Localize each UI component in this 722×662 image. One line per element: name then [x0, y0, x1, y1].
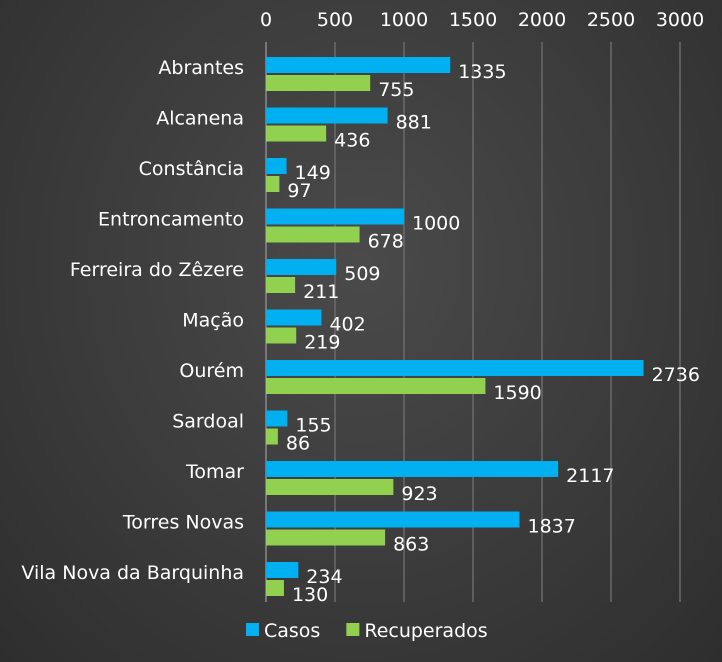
data-label-recuperados: 863 [393, 534, 429, 556]
category-label: Torres Novas [122, 512, 244, 534]
category-label: Abrantes [158, 57, 244, 79]
x-tick-label: 500 [317, 9, 353, 31]
bar-casos [266, 562, 299, 578]
data-label-recuperados: 436 [334, 130, 370, 152]
data-label-casos: 149 [295, 162, 331, 184]
category-labels: Abrantes Alcanena Constância Entroncamento F… [21, 57, 244, 584]
bars [266, 57, 644, 596]
bar-casos [266, 511, 520, 528]
data-label-casos: 1837 [528, 516, 576, 538]
data-label-casos: 2117 [566, 465, 614, 487]
data-label-recuperados: 86 [286, 433, 310, 455]
bar-casos [266, 410, 288, 427]
x-tick-label: 2000 [518, 9, 566, 31]
bar-casos [266, 461, 559, 477]
data-label-recuperados: 219 [304, 332, 340, 354]
bar-recuperados [266, 327, 297, 344]
bar-casos [266, 208, 404, 225]
data-label-casos: 402 [329, 314, 365, 336]
category-label: Constância [139, 158, 244, 180]
legend-label-casos: Casos [264, 620, 320, 642]
bar-recuperados [266, 226, 360, 243]
legend-label-recuperados: Recuperados [364, 620, 487, 642]
bar-recuperados [266, 529, 386, 546]
bar-casos [266, 107, 388, 124]
x-tick-label: 1000 [380, 9, 428, 31]
category-label: Alcanena [156, 108, 244, 130]
bar-recuperados [266, 580, 284, 596]
data-label-casos: 2736 [652, 364, 700, 386]
category-label: Entroncamento [98, 209, 244, 231]
bar-recuperados [266, 428, 278, 445]
data-label-casos: 1335 [458, 61, 506, 83]
legend: Casos Recuperados [246, 620, 488, 642]
bar-recuperados [266, 378, 486, 394]
bar-recuperados [266, 479, 394, 495]
x-tick-label: 2500 [587, 9, 635, 31]
x-tick-label: 1500 [449, 9, 497, 31]
data-label-recuperados: 1590 [493, 382, 541, 404]
data-label-casos: 509 [344, 263, 380, 285]
data-label-recuperados: 211 [303, 281, 339, 303]
bar-recuperados [266, 75, 371, 91]
data-label-recuperados: 130 [292, 584, 328, 606]
bar-casos [266, 259, 337, 275]
category-label: Ourém [179, 360, 244, 382]
bar-recuperados [266, 125, 327, 142]
bar-casos [266, 309, 322, 326]
x-tick-label: 3000 [656, 9, 704, 31]
category-label: Vila Nova da Barquinha [21, 562, 244, 584]
legend-swatch-casos [246, 623, 259, 636]
category-label: Sardoal [172, 411, 244, 433]
x-tick-label: 0 [260, 9, 272, 31]
category-label: Mação [182, 310, 244, 332]
data-label-recuperados: 923 [401, 483, 437, 505]
data-label-recuperados: 678 [368, 231, 404, 253]
data-label-recuperados: 97 [287, 180, 311, 202]
bar-casos [266, 158, 287, 174]
legend-swatch-recuperados [346, 623, 360, 636]
data-label-casos: 881 [396, 112, 432, 134]
gridlines [265, 42, 681, 602]
data-label-casos: 155 [295, 415, 331, 437]
data-label-casos: 234 [306, 566, 342, 588]
category-label: Ferreira do Zêzere [70, 259, 244, 281]
bar-recuperados [266, 176, 280, 192]
category-label: Tomar [185, 461, 244, 483]
x-axis-ticks: 0 500 1000 1500 2000 2500 3000 [260, 9, 704, 31]
data-label-recuperados: 755 [378, 79, 414, 101]
bar-casos [266, 57, 451, 73]
bar-recuperados [266, 277, 296, 293]
data-label-casos: 1000 [412, 213, 460, 235]
bar-casos [266, 360, 644, 376]
